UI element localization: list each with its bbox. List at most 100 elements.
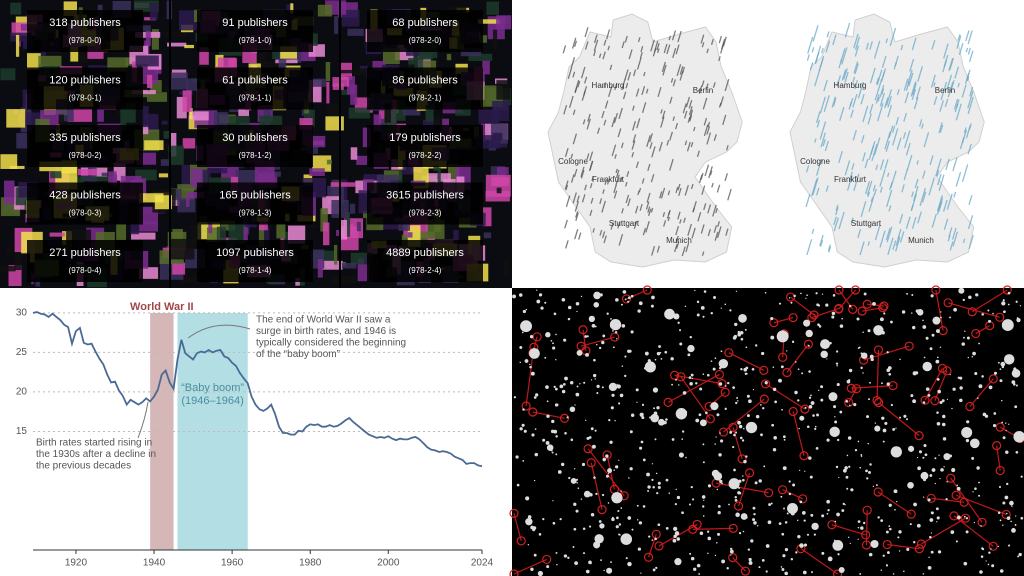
star — [890, 403, 893, 407]
star — [575, 509, 579, 513]
star — [628, 477, 630, 479]
star — [607, 468, 613, 474]
flow-arrow — [905, 142, 911, 156]
star — [784, 548, 789, 552]
star — [906, 293, 909, 295]
star — [1000, 361, 1006, 367]
annotation: the previous decades — [36, 461, 131, 472]
star — [959, 376, 963, 380]
star — [683, 410, 688, 415]
star — [554, 387, 558, 391]
star — [952, 387, 956, 391]
star — [963, 561, 968, 566]
star — [770, 502, 773, 505]
flow-arrow — [833, 217, 839, 232]
flow-arrow — [675, 122, 679, 130]
star — [684, 305, 687, 308]
tile-texture — [139, 206, 159, 232]
constellation-star — [850, 285, 861, 295]
flow-arrow — [869, 103, 874, 115]
flow-arrow — [937, 173, 942, 186]
star — [591, 444, 596, 449]
star — [582, 527, 586, 531]
star — [642, 505, 646, 508]
flow-arrow — [825, 40, 831, 53]
star — [942, 437, 947, 441]
tile-texture — [97, 107, 104, 122]
flow-arrow — [945, 158, 950, 171]
star — [758, 479, 762, 483]
constellation-star — [857, 306, 867, 316]
star — [788, 480, 791, 483]
star — [956, 486, 961, 491]
tile-texture — [492, 100, 510, 122]
tile-texture — [364, 257, 369, 265]
star — [934, 457, 937, 460]
star — [780, 495, 783, 498]
star — [866, 415, 870, 419]
star — [1003, 310, 1006, 314]
flow-arrow — [848, 101, 853, 110]
constellation-star — [946, 473, 956, 483]
star — [720, 439, 724, 443]
star — [797, 368, 800, 371]
flow-arrow — [953, 191, 957, 198]
label-box — [367, 125, 483, 167]
flow-arrow — [636, 118, 641, 129]
flow-arrow — [685, 242, 690, 253]
flow-arrow — [877, 78, 883, 91]
tile-count: 30 publishers — [222, 132, 288, 144]
star — [765, 544, 770, 548]
star — [710, 360, 713, 363]
star — [936, 421, 941, 426]
constellation-star — [759, 394, 769, 404]
star — [698, 413, 702, 417]
star — [768, 503, 772, 506]
band-label: (1946–1964) — [181, 395, 243, 407]
star — [641, 416, 645, 420]
flow-arrow — [701, 251, 705, 256]
star — [584, 335, 588, 338]
star — [607, 502, 610, 504]
flow-arrow — [870, 140, 876, 155]
flow-arrow — [853, 61, 859, 74]
star — [729, 430, 733, 434]
star — [596, 391, 599, 395]
flow-arrow — [632, 105, 635, 111]
star — [903, 570, 905, 573]
star — [738, 424, 743, 429]
star — [710, 402, 719, 411]
star — [717, 505, 721, 508]
star — [570, 438, 574, 442]
flow-arrow — [667, 216, 671, 222]
star — [616, 516, 619, 520]
flow-arrow — [570, 56, 576, 69]
star — [927, 498, 931, 502]
star — [657, 523, 661, 527]
tile-texture — [92, 176, 115, 182]
star — [702, 373, 705, 376]
star — [972, 351, 976, 356]
tile-texture — [199, 47, 209, 65]
flow-arrow — [891, 125, 896, 133]
star — [776, 330, 789, 343]
star — [707, 552, 709, 555]
star — [734, 499, 738, 502]
flow-arrow — [711, 182, 714, 188]
constellation-star — [559, 413, 570, 423]
star — [585, 569, 590, 574]
tile-prefix: (978-2-2) — [409, 151, 442, 160]
star — [592, 373, 597, 378]
star — [764, 291, 767, 294]
flow-arrow — [885, 38, 889, 44]
star — [656, 351, 661, 356]
flow-arrow — [641, 102, 647, 114]
star — [797, 534, 801, 539]
star — [751, 367, 755, 371]
star — [673, 534, 677, 539]
star — [674, 531, 680, 536]
star — [906, 418, 909, 421]
tile-texture — [167, 42, 187, 47]
